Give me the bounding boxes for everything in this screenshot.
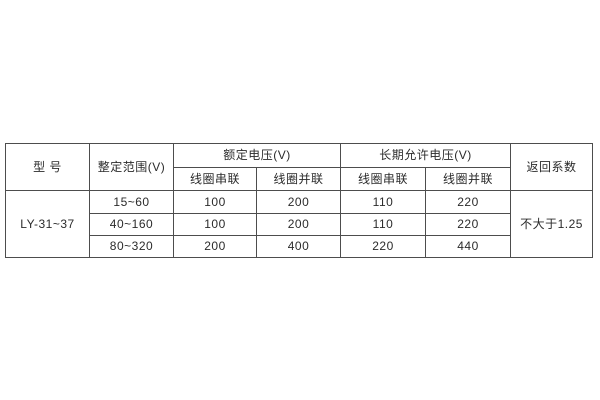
cell-setting-range: 80~320 — [89, 235, 174, 258]
cell-longterm-parallel: 220 — [425, 213, 511, 236]
cell-model-value: LY-31~37 — [5, 190, 90, 258]
header-setting-range: 整定范围(V) — [89, 143, 174, 191]
table-row: 80~320 200 400 220 440 — [6, 235, 593, 258]
cell-setting-range: 40~160 — [89, 213, 174, 236]
cell-rated-series: 200 — [173, 235, 257, 258]
cell-rated-series: 100 — [173, 213, 257, 236]
cell-longterm-series: 110 — [340, 190, 426, 214]
relay-spec-table: 型 号 整定范围(V) 额定电压(V) 长期允许电压(V) 返回系数 线圈串联 … — [5, 143, 593, 258]
cell-longterm-parallel: 440 — [425, 235, 511, 258]
header-rated-coil-parallel: 线圈并联 — [256, 167, 341, 191]
table-row: LY-31~37 15~60 100 200 110 220 不大于1.25 — [5, 190, 593, 258]
cell-setting-range: 15~60 — [89, 190, 174, 214]
header-rated-voltage: 额定电压(V) — [173, 143, 341, 168]
header-return-coefficient: 返回系数 — [510, 143, 593, 191]
header-longterm-coil-parallel: 线圈并联 — [425, 167, 511, 191]
cell-rated-parallel: 200 — [256, 190, 341, 214]
header-longterm-coil-series: 线圈串联 — [340, 167, 426, 191]
cell-rated-parallel: 400 — [256, 235, 341, 258]
table-row: 40~160 100 200 110 220 — [6, 213, 593, 236]
header-model: 型 号 — [5, 143, 90, 191]
header-long-term-voltage: 长期允许电压(V) — [340, 143, 511, 168]
cell-rated-series: 100 — [173, 190, 257, 214]
cell-longterm-series: 220 — [340, 235, 426, 258]
cell-rated-parallel: 200 — [256, 213, 341, 236]
cell-longterm-parallel: 220 — [425, 190, 511, 214]
header-rated-coil-series: 线圈串联 — [173, 167, 257, 191]
cell-longterm-series: 110 — [340, 213, 426, 236]
cell-return-coefficient-value: 不大于1.25 — [510, 190, 593, 258]
